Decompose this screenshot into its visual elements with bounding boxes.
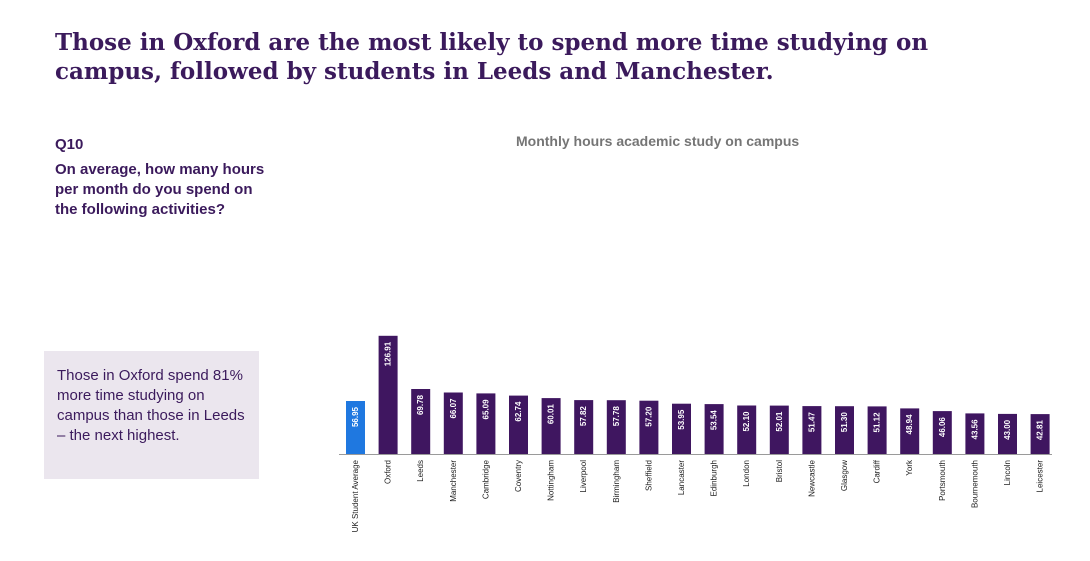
data-label: 51.30	[840, 412, 849, 433]
x-tick-label: Edinburgh	[710, 460, 719, 496]
x-tick-label: UK Student Average	[351, 459, 360, 532]
x-tick-label: Manchester	[449, 460, 458, 502]
bar-oxford	[378, 335, 398, 454]
data-label: 43.56	[970, 419, 979, 440]
x-tick-label: Lincoln	[1003, 460, 1012, 485]
data-label: 52.10	[742, 411, 751, 432]
data-label: 69.78	[416, 394, 425, 415]
x-tick-label: Oxford	[384, 460, 393, 484]
question-text: On average, how many hours per month do …	[55, 161, 265, 218]
x-tick-label: Lancaster	[677, 460, 686, 495]
data-label: 42.81	[1036, 420, 1045, 441]
data-label: 53.54	[710, 410, 719, 431]
data-label: 66.07	[449, 398, 458, 419]
x-tick-label: Newcastle	[807, 459, 816, 496]
x-tick-label: Bristol	[775, 460, 784, 482]
data-label: 57.82	[579, 406, 588, 427]
data-label: 46.06	[938, 417, 947, 438]
x-tick-label: Liverpool	[579, 460, 588, 493]
bar-portsmouth	[932, 411, 952, 454]
bar-leicester	[1030, 414, 1050, 454]
data-label: 51.12	[873, 412, 882, 433]
bar-york	[900, 408, 920, 454]
chart-title: Monthly hours academic study on campus	[516, 133, 800, 149]
data-label: 48.94	[905, 414, 914, 435]
x-tick-label: York	[905, 459, 914, 476]
x-tick-label: Bournemouth	[970, 460, 979, 508]
x-tick-label: Coventry	[514, 460, 523, 492]
bar-newcastle	[802, 406, 822, 454]
x-tick-label: Leeds	[416, 460, 425, 482]
x-tick-label: Portsmouth	[938, 460, 947, 501]
bar-london	[737, 405, 757, 454]
data-label: 52.01	[775, 411, 784, 432]
data-label: 53.95	[677, 409, 686, 430]
data-label: 126.91	[384, 341, 393, 366]
x-tick-label: Sheffield	[644, 460, 653, 491]
bar-cambridge	[476, 393, 496, 454]
data-label: 43.00	[1003, 419, 1012, 440]
bar-sheffield	[639, 400, 659, 454]
x-tick-label: London	[742, 460, 751, 487]
data-label: 60.01	[547, 404, 556, 425]
bar-glasgow	[835, 406, 854, 454]
bar-edinburgh	[704, 404, 724, 454]
data-label: 57.78	[612, 406, 621, 427]
bar-nottingham	[541, 398, 561, 454]
x-tick-label: Nottingham	[547, 460, 556, 501]
data-label: 62.74	[514, 401, 523, 422]
bar-coventry	[509, 395, 528, 454]
bar-bournemouth	[965, 413, 985, 454]
bar-cardiff	[867, 406, 887, 454]
callout-text: Those in Oxford spend 81% more time stud…	[57, 367, 245, 444]
question-id: Q10	[55, 136, 84, 153]
x-tick-label: Birmingham	[612, 460, 621, 503]
data-label: 57.20	[644, 406, 653, 427]
data-label: 56.95	[351, 406, 360, 427]
data-label: 65.09	[481, 399, 490, 420]
data-label: 51.47	[807, 412, 816, 433]
bar-manchester	[443, 392, 463, 454]
bar-uk-student-average	[346, 401, 365, 454]
callout-box: Those in Oxford spend 81% more time stud…	[44, 351, 259, 479]
bar-lancaster	[672, 403, 691, 454]
x-tick-label: Glasgow	[840, 460, 849, 491]
x-tick-label: Cambridge	[481, 459, 490, 499]
page-headline: Those in Oxford are the most likely to s…	[55, 29, 929, 85]
bar-birmingham	[606, 400, 626, 454]
bar-leeds	[411, 389, 431, 454]
x-tick-label: Cardiff	[873, 459, 882, 483]
x-tick-label: Leicester	[1036, 460, 1045, 493]
bar-bristol	[769, 405, 789, 454]
bar-lincoln	[998, 413, 1017, 454]
bar-liverpool	[574, 400, 594, 454]
